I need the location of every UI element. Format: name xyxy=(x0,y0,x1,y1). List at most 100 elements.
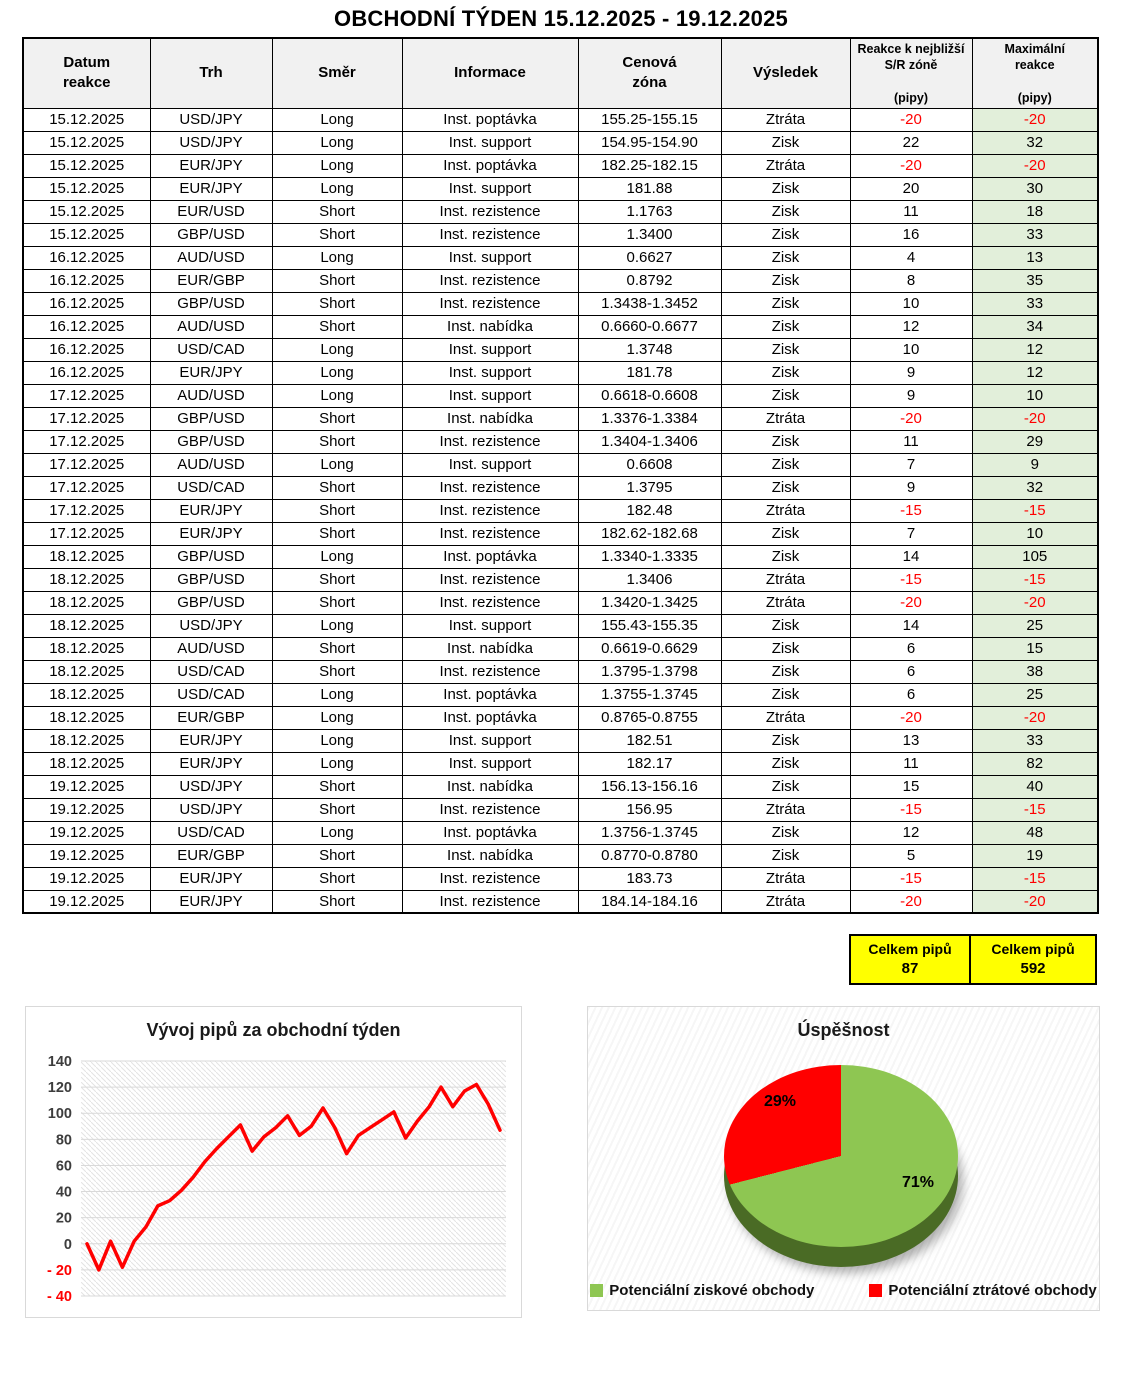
table-cell: 7 xyxy=(849,521,973,546)
column-header-reakce-sr: Reakce k nejbližší S/R zóně (pipy) xyxy=(849,37,973,109)
table-cell: 182.25-182.15 xyxy=(577,153,722,178)
table-cell: 15.12.2025 xyxy=(22,153,151,178)
table-cell: -20 xyxy=(971,889,1099,914)
table-cell: -15 xyxy=(849,797,973,822)
table-cell: Short xyxy=(271,659,403,684)
table-row: 19.12.2025 USD/CAD Long Inst. poptávka 1.375… xyxy=(22,820,1099,845)
table-cell: 181.88 xyxy=(577,176,722,201)
line-chart-plot: - 40 - 20 0 20 40 60 80 100 120 140 xyxy=(47,1054,506,1305)
table-cell: 1.3340-1.3335 xyxy=(577,544,722,569)
table-row: 15.12.2025 USD/JPY Long Inst. poptávka 155.2… xyxy=(22,107,1099,132)
table-cell: Zisk xyxy=(720,360,851,385)
table-cell: Short xyxy=(271,222,403,247)
table-cell: Inst. rezistence xyxy=(401,268,579,293)
trades-table-header: Datum reakce Trh Směr Informace Cenová z… xyxy=(22,37,1099,109)
table-cell: 184.14-184.16 xyxy=(577,889,722,914)
table-row: 17.12.2025 GBP/USD Short Inst. rezistence 1.… xyxy=(22,429,1099,454)
table-row: 16.12.2025 AUD/USD Long Inst. support 0.6627… xyxy=(22,245,1099,270)
table-cell: 18 xyxy=(971,199,1099,224)
table-cell: 48 xyxy=(971,820,1099,845)
table-row: 15.12.2025 GBP/USD Short Inst. rezistence 1.… xyxy=(22,222,1099,247)
table-cell: 16.12.2025 xyxy=(22,245,151,270)
table-cell: 18.12.2025 xyxy=(22,682,151,707)
table-cell: Inst. support xyxy=(401,245,579,270)
table-row: 15.12.2025 EUR/JPY Long Inst. support 181.88… xyxy=(22,176,1099,201)
table-cell: Short xyxy=(271,498,403,523)
table-cell: -20 xyxy=(849,406,973,431)
table-cell: Zisk xyxy=(720,337,851,362)
table-cell: 1.3748 xyxy=(577,337,722,362)
table-cell: 22 xyxy=(849,130,973,155)
total-max-pips-label: Celkem pipů xyxy=(991,941,1075,957)
table-cell: 10 xyxy=(849,337,973,362)
table-cell: 6 xyxy=(849,682,973,707)
table-cell: AUD/USD xyxy=(149,636,273,661)
table-cell: Long xyxy=(271,820,403,845)
pie-legend: Potenciální ziskové obchody Potenciální … xyxy=(588,1282,1099,1299)
table-cell: 181.78 xyxy=(577,360,722,385)
table-cell: Zisk xyxy=(720,475,851,500)
table-cell: 33 xyxy=(971,222,1099,247)
table-cell: EUR/JPY xyxy=(149,728,273,753)
page-title: OBCHODNÍ TÝDEN 15.12.2025 - 19.12.2025 xyxy=(334,6,788,31)
table-cell: 1.3404-1.3406 xyxy=(577,429,722,454)
table-cell: Long xyxy=(271,245,403,270)
table-cell: Inst. support xyxy=(401,130,579,155)
table-row: 15.12.2025 EUR/USD Short Inst. rezistence 1.… xyxy=(22,199,1099,224)
table-cell: Short xyxy=(271,314,403,339)
pie-chart: Úspěšnost 29% 71% Potenciální ziskové ob… xyxy=(587,1006,1100,1311)
table-cell: Long xyxy=(271,153,403,178)
table-cell: 13 xyxy=(971,245,1099,270)
table-cell: 8 xyxy=(849,268,973,293)
table-row: 17.12.2025 EUR/JPY Short Inst. rezistence 18… xyxy=(22,498,1099,523)
total-max-pips-value: 592 xyxy=(1020,960,1046,977)
table-row: 16.12.2025 AUD/USD Short Inst. nabídka 0.666… xyxy=(22,314,1099,339)
table-cell: Long xyxy=(271,544,403,569)
trade-table-body: 15.12.2025 USD/JPY Long Inst. poptávka 155.2… xyxy=(22,107,1099,914)
table-cell: -20 xyxy=(971,590,1099,615)
legend-swatch-loss xyxy=(869,1284,883,1297)
table-cell: -20 xyxy=(849,153,973,178)
table-cell: Zisk xyxy=(720,613,851,638)
svg-text:100: 100 xyxy=(48,1106,72,1122)
table-cell: 15 xyxy=(971,636,1099,661)
total-pips-value: 87 xyxy=(901,960,919,977)
table-cell: Long xyxy=(271,751,403,776)
table-cell: 12 xyxy=(849,820,973,845)
table-cell: USD/JPY xyxy=(149,130,273,155)
table-cell: Short xyxy=(271,889,403,914)
table-cell: 19.12.2025 xyxy=(22,820,151,845)
table-cell: USD/CAD xyxy=(149,475,273,500)
table-cell: AUD/USD xyxy=(149,452,273,477)
table-row: 18.12.2025 USD/JPY Long Inst. support 155.43… xyxy=(22,613,1099,638)
table-cell: EUR/GBP xyxy=(149,843,273,868)
table-cell: -20 xyxy=(849,107,973,132)
table-cell: 15 xyxy=(849,774,973,799)
svg-text:140: 140 xyxy=(48,1054,72,1070)
table-cell: Long xyxy=(271,728,403,753)
table-cell: -15 xyxy=(971,866,1099,891)
table-cell: Zisk xyxy=(720,751,851,776)
table-cell: GBP/USD xyxy=(149,567,273,592)
table-cell: 11 xyxy=(849,429,973,454)
pie-label-win: 71% xyxy=(902,1174,935,1191)
table-cell: Zisk xyxy=(720,682,851,707)
table-cell: GBP/USD xyxy=(149,590,273,615)
table-cell: 15.12.2025 xyxy=(22,107,151,132)
table-cell: Zisk xyxy=(720,728,851,753)
table-cell: Inst. support xyxy=(401,360,579,385)
table-cell: Long xyxy=(271,682,403,707)
table-cell: 0.6618-0.6608 xyxy=(577,383,722,408)
table-cell: 1.3400 xyxy=(577,222,722,247)
table-cell: Long xyxy=(271,383,403,408)
table-cell: 1.3438-1.3452 xyxy=(577,291,722,316)
table-cell: -20 xyxy=(849,705,973,730)
table-cell: Inst. rezistence xyxy=(401,429,579,454)
table-row: 19.12.2025 EUR/JPY Short Inst. rezistence 18… xyxy=(22,866,1099,891)
table-cell: 0.8765-0.8755 xyxy=(577,705,722,730)
table-cell: -15 xyxy=(971,498,1099,523)
table-cell: Ztráta xyxy=(720,590,851,615)
table-cell: 35 xyxy=(971,268,1099,293)
table-cell: 40 xyxy=(971,774,1099,799)
table-cell: Inst. support xyxy=(401,728,579,753)
